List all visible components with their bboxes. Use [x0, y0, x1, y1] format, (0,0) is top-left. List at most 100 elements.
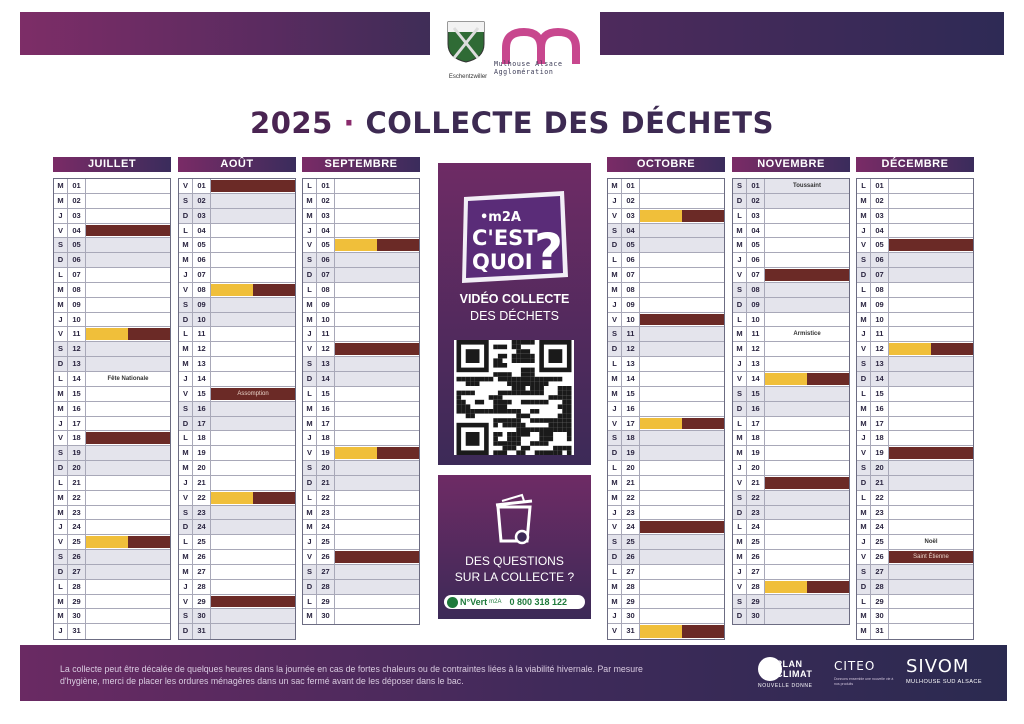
weekday-letter: S — [179, 505, 193, 520]
weekday-letter: M — [303, 193, 317, 208]
day-number: 09 — [622, 297, 640, 312]
day-number: 16 — [193, 401, 211, 416]
weekday-letter: J — [857, 327, 871, 342]
weekday-letter: L — [54, 268, 68, 282]
day-row: M 29 — [54, 594, 170, 610]
day-row: V 03 — [608, 208, 724, 224]
collection-slot — [335, 342, 419, 356]
title-text: COLLECTE DES DÉCHETS — [365, 106, 774, 140]
badge-question-mark: ? — [534, 223, 563, 281]
weekday-letter: M — [179, 357, 193, 371]
collection-slot — [889, 194, 973, 208]
collection-slot — [889, 357, 973, 371]
day-row: J 28 — [179, 579, 295, 595]
weekday-letter: D — [608, 550, 622, 564]
collection-slot — [86, 253, 170, 267]
day-row: M 31 — [857, 624, 973, 640]
day-number: 11 — [747, 327, 765, 342]
day-row: V 21 — [733, 475, 849, 491]
day-row: J 09 — [608, 297, 724, 313]
day-row: S 01 Toussaint — [733, 179, 849, 194]
weekday-letter: V — [857, 342, 871, 357]
weekday-letter: S — [303, 253, 317, 268]
day-row: M 13 — [179, 357, 295, 372]
day-number: 24 — [68, 520, 86, 535]
weekday-letter: L — [857, 594, 871, 609]
day-row: S 11 — [608, 327, 724, 343]
day-number: 27 — [193, 564, 211, 579]
collection-slot — [765, 506, 849, 520]
questions-panel: DES QUESTIONS SUR LA COLLECTE ? N°Vert m… — [438, 475, 591, 619]
day-number: 08 — [747, 282, 765, 297]
free-phone-badge[interactable]: N°Vert m2A 0 800 318 122 — [444, 595, 585, 609]
collection-slot — [640, 461, 724, 475]
day-number: 15 — [622, 386, 640, 401]
weekday-letter: M — [857, 505, 871, 520]
title-separator: · — [343, 106, 355, 140]
day-number: 11 — [193, 327, 211, 342]
day-number: 05 — [317, 238, 335, 253]
weekday-letter: V — [179, 594, 193, 609]
day-row: J 24 — [54, 520, 170, 536]
collection-slot — [335, 357, 419, 371]
day-row: S 20 — [303, 461, 419, 476]
collection-slot — [86, 342, 170, 356]
day-number: 18 — [193, 431, 211, 446]
day-row: L 14 Fête Nationale — [54, 371, 170, 387]
month-0: JUILLET M 01 M 02 J 03 V 04 S 05 D 06 L 07 M 08 M 09 J 10 V 11… — [53, 157, 171, 641]
day-number: 03 — [193, 208, 211, 223]
day-number: 04 — [317, 223, 335, 238]
day-number: 21 — [68, 475, 86, 490]
day-number: 19 — [317, 446, 335, 461]
day-number: 26 — [747, 550, 765, 564]
day-row: S 27 — [857, 564, 973, 580]
day-number: 28 — [68, 579, 86, 594]
collection-slot — [640, 238, 724, 252]
day-number: 02 — [193, 193, 211, 208]
brown-collection-mark — [253, 491, 295, 504]
trash-bin-icon — [495, 493, 533, 545]
weekday-letter: M — [179, 253, 193, 268]
day-number: 17 — [747, 416, 765, 431]
brown-collection-mark — [807, 372, 849, 385]
day-row: V 12 — [303, 342, 419, 358]
weekday-letter: V — [54, 223, 68, 238]
collection-slot — [86, 283, 170, 297]
day-row: S 13 — [857, 357, 973, 372]
day-number: 04 — [747, 223, 765, 238]
day-number: 10 — [871, 312, 889, 327]
video-text: VIDÉO COLLECTE DES DÉCHETS — [459, 292, 570, 323]
weekday-letter: V — [857, 238, 871, 253]
collection-slot — [211, 431, 295, 445]
collection-slot — [889, 491, 973, 505]
weekday-letter: M — [54, 386, 68, 401]
day-row: V 04 — [54, 223, 170, 239]
day-row: M 27 — [179, 564, 295, 580]
day-number: 31 — [68, 624, 86, 640]
day-row: D 23 — [733, 505, 849, 521]
day-row: M 26 — [179, 550, 295, 565]
month-4: NOVEMBRE S 01 Toussaint D 02 L 03 M 04 M 05 J 06 V 07 S 0… — [732, 157, 850, 626]
day-row: V 01 — [179, 179, 295, 194]
weekday-letter: S — [733, 386, 747, 401]
collection-slot — [335, 417, 419, 431]
day-row: M 05 — [733, 238, 849, 254]
day-number: 23 — [193, 505, 211, 520]
day-row: V 08 — [179, 282, 295, 298]
weekday-letter: D — [54, 461, 68, 475]
phone-number[interactable]: 0 800 318 122 — [509, 597, 568, 607]
weekday-letter: J — [54, 208, 68, 223]
day-row: D 09 — [733, 297, 849, 313]
collection-slot — [889, 179, 973, 193]
day-row: L 11 — [179, 327, 295, 343]
video-panel[interactable]: •m2A C'EST QUOI ? VIDÉO COLLECTE DES DÉC… — [438, 163, 591, 465]
weekday-letter: V — [608, 624, 622, 640]
weekday-letter: D — [303, 371, 317, 386]
qr-code-icon[interactable] — [454, 340, 574, 455]
day-number: 15 — [193, 386, 211, 401]
weekday-letter: M — [179, 564, 193, 579]
day-row: M 07 — [608, 268, 724, 283]
weekday-letter: M — [857, 208, 871, 223]
collection-slot — [211, 476, 295, 490]
day-number: 11 — [622, 327, 640, 342]
